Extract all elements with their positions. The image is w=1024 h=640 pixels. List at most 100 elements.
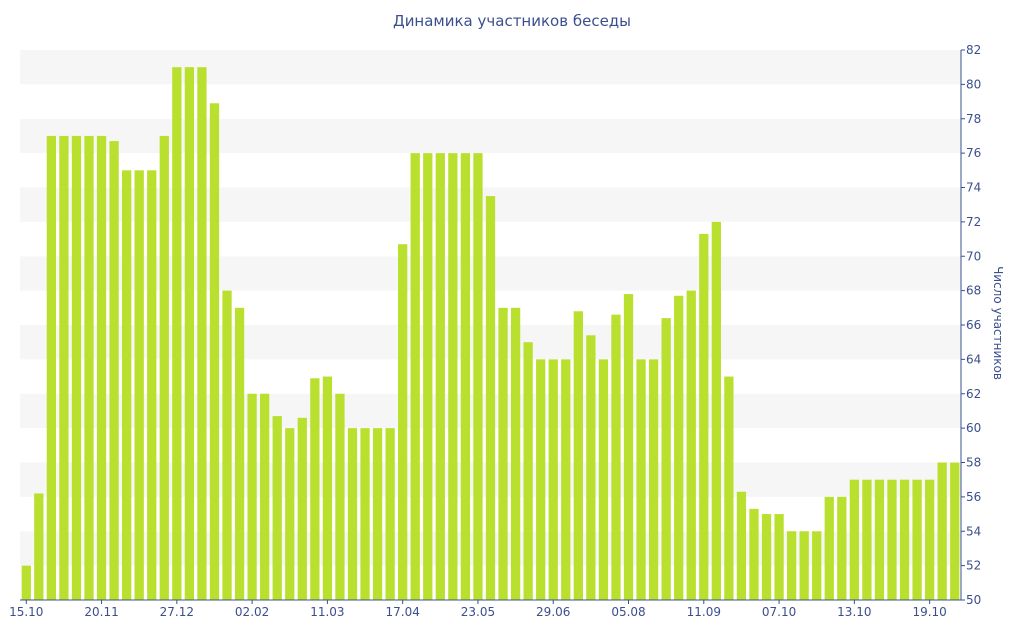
bar xyxy=(71,135,82,600)
y-tick-label: 50 xyxy=(966,593,981,607)
bar xyxy=(536,359,546,600)
bar xyxy=(310,378,320,600)
x-tick-label: 02.02 xyxy=(235,605,269,619)
bar xyxy=(523,342,533,600)
bar xyxy=(448,153,458,600)
bar xyxy=(234,307,245,600)
bar xyxy=(598,359,609,600)
bar xyxy=(209,103,220,600)
bar xyxy=(711,221,721,600)
y-tick-label: 82 xyxy=(966,43,981,57)
bar xyxy=(184,67,195,600)
bar xyxy=(297,417,307,600)
x-tick-label: 17.04 xyxy=(385,605,419,619)
x-tick-label: 11.09 xyxy=(687,605,721,619)
bar xyxy=(435,153,445,600)
bar xyxy=(372,428,383,600)
y-tick-label: 52 xyxy=(966,559,981,573)
x-tick-label: 13.10 xyxy=(837,605,871,619)
bar xyxy=(799,531,809,600)
x-tick-label: 11.03 xyxy=(310,605,344,619)
bar xyxy=(736,491,747,600)
y-tick-label: 64 xyxy=(966,352,981,366)
bar xyxy=(197,67,207,600)
bar xyxy=(322,376,333,600)
x-tick-label: 20.11 xyxy=(84,605,118,619)
bar xyxy=(899,479,910,600)
x-tick-label: 15.10 xyxy=(9,605,43,619)
x-tick-label: 07.10 xyxy=(762,605,796,619)
y-tick-label: 80 xyxy=(966,77,981,91)
bar xyxy=(548,359,558,600)
grid-band xyxy=(20,50,961,85)
bar xyxy=(786,531,797,600)
bar xyxy=(247,393,257,600)
bar xyxy=(912,479,922,600)
bar xyxy=(272,416,282,600)
y-tick-label: 60 xyxy=(966,421,981,435)
y-tick-label: 70 xyxy=(966,249,981,263)
chart-title: Динамика участников беседы xyxy=(392,12,632,30)
y-tick-label: 76 xyxy=(966,146,981,160)
y-tick-label: 72 xyxy=(966,215,981,229)
bar xyxy=(761,514,772,600)
bar xyxy=(699,233,709,600)
bar xyxy=(260,393,270,600)
bar xyxy=(21,565,31,600)
bar xyxy=(561,359,571,600)
x-axis: 15.10 20.11 27.12 02.02 11.03 17.04 23.05 29.06… xyxy=(9,599,961,619)
bar xyxy=(648,359,659,600)
x-tick-label: 19.10 xyxy=(912,605,946,619)
bar xyxy=(485,196,496,600)
bar xyxy=(661,318,671,600)
y-axis: 50 52 54 56 58 60 62 64 66 68 70 72 74 76 78 80 82 xyxy=(960,43,981,607)
bar xyxy=(473,153,483,600)
bar xyxy=(586,335,596,600)
bar xyxy=(172,67,182,600)
bar xyxy=(410,153,420,600)
bar xyxy=(937,462,947,600)
bar xyxy=(347,428,358,600)
bar xyxy=(950,462,960,600)
x-tick-label: 27.12 xyxy=(160,605,194,619)
bar xyxy=(874,479,885,600)
bar xyxy=(924,479,935,600)
x-tick-label: 05.08 xyxy=(611,605,645,619)
bars xyxy=(21,67,960,600)
bar xyxy=(335,393,345,600)
bar xyxy=(674,295,684,600)
bar xyxy=(59,135,69,600)
bar xyxy=(498,307,508,600)
bar xyxy=(849,479,859,600)
bar xyxy=(96,135,107,600)
y-tick-label: 74 xyxy=(966,181,981,195)
y-tick-label: 68 xyxy=(966,284,981,298)
bar xyxy=(398,244,408,600)
bar xyxy=(423,153,433,600)
bar xyxy=(837,496,847,600)
y-tick-label: 62 xyxy=(966,387,981,401)
x-tick-label: 29.06 xyxy=(536,605,570,619)
bar xyxy=(84,135,94,600)
bar xyxy=(147,170,157,600)
bar xyxy=(285,428,295,600)
bar xyxy=(611,314,621,600)
bar xyxy=(134,170,144,600)
y-tick-label: 54 xyxy=(966,524,981,538)
bar xyxy=(34,493,44,600)
bar xyxy=(109,141,119,600)
bar xyxy=(385,428,395,600)
bar xyxy=(749,508,759,600)
bar xyxy=(623,294,634,600)
grid-band xyxy=(20,84,961,119)
bar xyxy=(636,359,646,600)
y-tick-label: 66 xyxy=(966,318,981,332)
y-tick-label: 58 xyxy=(966,456,981,470)
bar xyxy=(686,290,696,600)
bar xyxy=(510,307,521,600)
bar xyxy=(887,479,897,600)
bar xyxy=(774,514,784,600)
bar xyxy=(122,170,132,600)
x-tick-label: 23.05 xyxy=(461,605,495,619)
